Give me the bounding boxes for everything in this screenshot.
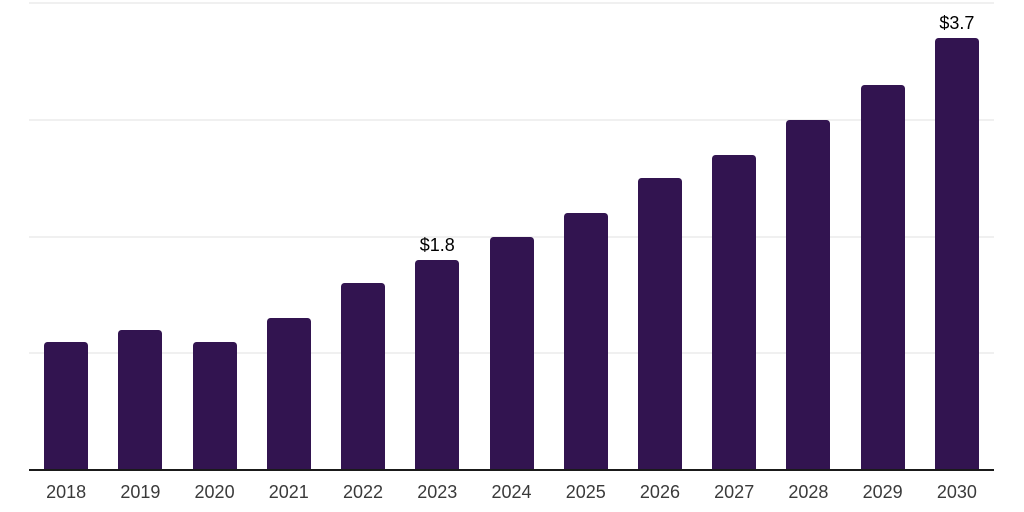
bar-2030 bbox=[934, 38, 979, 470]
data-label-2023: $1.8 bbox=[419, 234, 455, 255]
x-tick-2026: 2026 bbox=[639, 482, 680, 502]
x-tick-2028: 2028 bbox=[788, 482, 829, 502]
gridline-3 bbox=[29, 118, 994, 121]
bar-2025 bbox=[563, 213, 608, 470]
bar-2029 bbox=[860, 84, 905, 470]
x-axis-labels: 2018 2019 2020 2021 2022 2023 2024 2025 2026 2027… bbox=[29, 481, 994, 507]
plot-area: $1.8 $3.7 bbox=[29, 2, 994, 471]
x-tick-2020: 2020 bbox=[194, 482, 235, 502]
bar-2023 bbox=[415, 259, 460, 470]
x-tick-2022: 2022 bbox=[343, 482, 384, 502]
x-tick-2030: 2030 bbox=[936, 482, 977, 502]
bar-2022 bbox=[341, 283, 386, 470]
x-tick-2024: 2024 bbox=[491, 482, 532, 502]
x-tick-2018: 2018 bbox=[46, 482, 87, 502]
bar-2019 bbox=[118, 329, 163, 470]
x-tick-2021: 2021 bbox=[268, 482, 309, 502]
bar-2018 bbox=[44, 341, 89, 470]
gridline-4 bbox=[29, 2, 994, 4]
bar-2027 bbox=[712, 154, 757, 470]
x-tick-2029: 2029 bbox=[862, 482, 903, 502]
bar-2028 bbox=[786, 119, 831, 470]
bar-2024 bbox=[489, 236, 534, 470]
bar-2026 bbox=[637, 178, 682, 470]
x-tick-2027: 2027 bbox=[714, 482, 755, 502]
data-label-2030: $3.7 bbox=[939, 13, 975, 34]
bar-2020 bbox=[192, 341, 237, 470]
x-tick-2025: 2025 bbox=[565, 482, 606, 502]
x-tick-2019: 2019 bbox=[120, 482, 161, 502]
x-axis-line bbox=[29, 469, 994, 471]
x-tick-2023: 2023 bbox=[417, 482, 458, 502]
bar-2021 bbox=[266, 318, 311, 470]
